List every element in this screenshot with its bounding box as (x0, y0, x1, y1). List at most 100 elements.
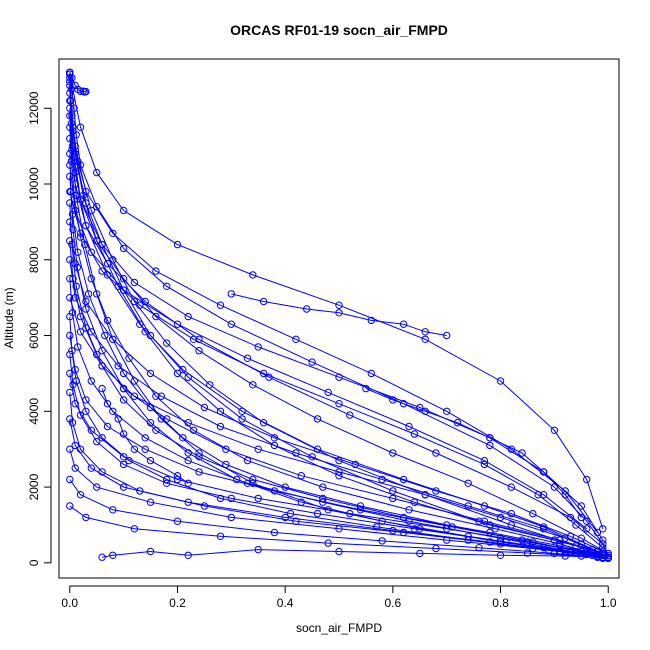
data-point (195, 347, 203, 355)
data-point (66, 388, 74, 397)
data-point (583, 550, 591, 559)
x-tick-label: 1.0 (600, 596, 617, 610)
data-point (496, 377, 505, 385)
data-point (335, 472, 343, 480)
y-axis: 0 2000 4000 6000 8000 10000 12000 (27, 91, 52, 566)
data-point (195, 468, 203, 476)
series-line (69, 191, 604, 549)
data-point (416, 549, 424, 558)
series-line (69, 479, 598, 558)
data-point (453, 419, 462, 427)
data-point (389, 396, 397, 404)
data-point (66, 104, 74, 112)
data-point (583, 525, 591, 533)
data-point (335, 547, 343, 556)
data-point (534, 491, 542, 499)
data-point (599, 554, 607, 562)
data-point (200, 403, 209, 412)
data-point (87, 328, 96, 336)
series-line (365, 388, 582, 518)
data-point (416, 403, 424, 412)
data-point (67, 157, 76, 166)
data-point (98, 384, 106, 393)
series-30 (66, 475, 602, 561)
data-point (72, 282, 80, 290)
data-point (227, 290, 236, 298)
data-point (66, 70, 74, 78)
data-point (216, 494, 225, 503)
data-point (335, 373, 343, 381)
data-point (249, 475, 257, 484)
series-24 (66, 331, 591, 558)
data-point (66, 78, 74, 86)
data-point (254, 545, 262, 554)
data-point (103, 316, 112, 325)
data-point (184, 419, 192, 427)
data-point (81, 88, 89, 96)
y-axis-label: Altitude (m) (2, 287, 16, 348)
data-point (566, 532, 575, 540)
data-point (227, 494, 236, 503)
data-point (130, 278, 139, 287)
x-axis-label: socn_air_FMPD (296, 621, 382, 635)
series-line (69, 240, 603, 554)
series-line (69, 373, 603, 558)
data-point (588, 545, 596, 554)
data-point (109, 229, 117, 238)
data-point (593, 553, 602, 561)
series-36 (362, 384, 585, 522)
y-tick-label: 8000 (27, 246, 41, 273)
data-point (206, 381, 214, 389)
data-point (93, 483, 101, 491)
data-point (119, 396, 128, 404)
data-point (184, 479, 192, 487)
data-point (93, 168, 101, 177)
series-14 (66, 161, 591, 533)
data-point (324, 539, 332, 547)
series-12 (66, 134, 607, 548)
data-point (523, 538, 532, 546)
data-point (243, 354, 252, 362)
data-point (238, 415, 246, 423)
data-point (389, 449, 397, 457)
data-point (119, 430, 128, 438)
data-point (561, 491, 569, 499)
data-point (109, 407, 117, 415)
series-20 (66, 256, 596, 554)
series-line (69, 74, 604, 529)
data-point (286, 509, 295, 518)
data-point (486, 521, 494, 529)
data-point (259, 419, 268, 427)
data-point (270, 528, 279, 537)
x-tick-label: 0.6 (385, 596, 402, 610)
data-point (66, 150, 74, 158)
data-point (195, 335, 203, 343)
data-point (82, 297, 90, 306)
data-point (346, 509, 354, 518)
data-point (216, 422, 225, 431)
series-line (69, 115, 609, 554)
data-point (163, 479, 171, 487)
data-point (119, 275, 128, 283)
data-point (480, 517, 489, 525)
data-point (313, 415, 322, 423)
data-point (480, 456, 489, 465)
data-point (227, 513, 236, 522)
data-point (200, 502, 209, 510)
data-point (136, 301, 144, 309)
data-point (93, 437, 101, 446)
data-point (76, 229, 85, 238)
data-point (523, 549, 532, 557)
data-point (184, 312, 192, 321)
data-point (82, 407, 90, 415)
data-point (270, 434, 279, 442)
x-axis: 0.0 0.2 0.4 0.6 0.8 1.0 (61, 585, 617, 610)
data-point (281, 513, 289, 522)
data-point (389, 494, 397, 503)
data-point (71, 400, 79, 408)
data-point (539, 491, 548, 499)
data-point (69, 381, 77, 389)
data-point (68, 74, 76, 82)
